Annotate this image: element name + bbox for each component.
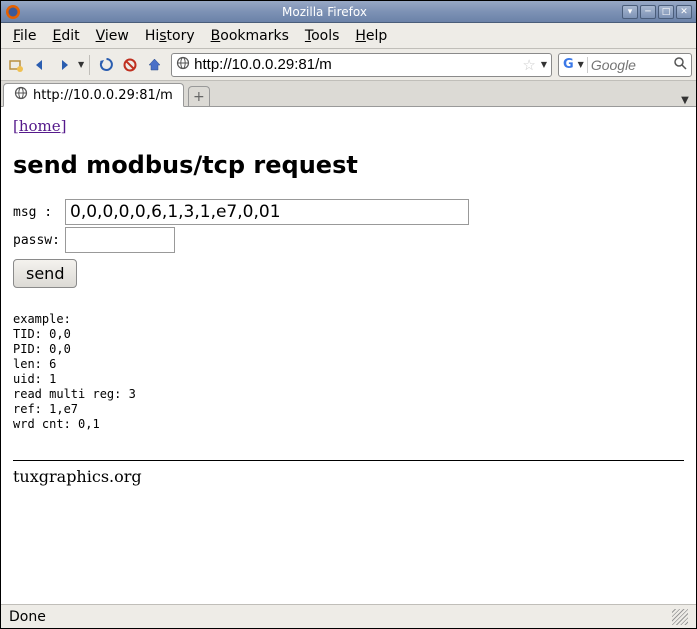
url-bar[interactable]: ☆ ▼ (171, 53, 552, 77)
passw-input[interactable] (65, 227, 175, 253)
window-controls: ▾ ─ □ ✕ (622, 5, 692, 19)
home-link[interactable]: [home] (13, 117, 67, 135)
forward-button[interactable] (53, 54, 75, 76)
menu-tools[interactable]: Tools (299, 25, 346, 47)
resize-grip[interactable] (672, 609, 688, 625)
tab-favicon (14, 86, 28, 104)
tab-label: http://10.0.0.29:81/m (33, 88, 173, 103)
menu-help[interactable]: Help (349, 25, 393, 47)
new-tab-button[interactable]: + (188, 86, 210, 106)
search-icon[interactable] (673, 56, 687, 74)
firefox-icon (5, 4, 21, 20)
page-heading: send modbus/tcp request (13, 151, 684, 179)
reload-button[interactable] (95, 54, 117, 76)
url-input[interactable] (194, 56, 518, 73)
example-text: example: TID: 0,0 PID: 0,0 len: 6 uid: 1… (13, 312, 684, 432)
search-separator (587, 57, 588, 73)
msg-row: msg : (13, 199, 684, 225)
tab-active[interactable]: http://10.0.0.29:81/m (3, 83, 184, 107)
home-button[interactable] (143, 54, 165, 76)
new-tab-icon[interactable] (5, 54, 27, 76)
search-engine-dropdown[interactable]: ▼ (578, 60, 584, 69)
tab-bar: http://10.0.0.29:81/m + ▼ (1, 81, 696, 107)
search-box[interactable]: G ▼ (558, 53, 692, 77)
titlebar: Mozilla Firefox ▾ ─ □ ✕ (1, 1, 696, 23)
minimize-alt-button[interactable]: ▾ (622, 5, 638, 19)
nav-history-dropdown[interactable]: ▼ (78, 60, 84, 69)
browser-window: Mozilla Firefox ▾ ─ □ ✕ File Edit View H… (0, 0, 697, 629)
google-icon: G (563, 57, 574, 72)
url-dropdown[interactable]: ▼ (541, 60, 547, 69)
minimize-button[interactable]: ─ (640, 5, 656, 19)
site-favicon (176, 56, 190, 74)
tabs-list-dropdown[interactable]: ▼ (676, 95, 694, 106)
msg-input[interactable] (65, 199, 469, 225)
menu-history[interactable]: History (139, 25, 201, 47)
toolbar-separator (89, 55, 90, 75)
stop-button[interactable] (119, 54, 141, 76)
menu-bookmarks[interactable]: Bookmarks (205, 25, 295, 47)
passw-row: passw: (13, 227, 684, 253)
status-text: Done (9, 609, 672, 625)
footer-text: tuxgraphics.org (13, 467, 684, 486)
page-content: [home] send modbus/tcp request msg : pas… (1, 107, 696, 604)
statusbar: Done (1, 604, 696, 628)
passw-label: passw: (13, 233, 65, 248)
navigation-toolbar: ▼ ☆ ▼ G ▼ (1, 49, 696, 81)
menu-file[interactable]: File (7, 25, 42, 47)
search-input[interactable] (591, 57, 670, 73)
bookmark-star-icon[interactable]: ☆ (522, 56, 535, 74)
menu-edit[interactable]: Edit (46, 25, 85, 47)
menu-view[interactable]: View (90, 25, 135, 47)
send-button[interactable]: send (13, 259, 77, 288)
menubar: File Edit View History Bookmarks Tools H… (1, 23, 696, 49)
back-button[interactable] (29, 54, 51, 76)
close-button[interactable]: ✕ (676, 5, 692, 19)
divider (13, 460, 684, 461)
window-title: Mozilla Firefox (27, 5, 622, 19)
msg-label: msg : (13, 205, 65, 220)
maximize-button[interactable]: □ (658, 5, 674, 19)
